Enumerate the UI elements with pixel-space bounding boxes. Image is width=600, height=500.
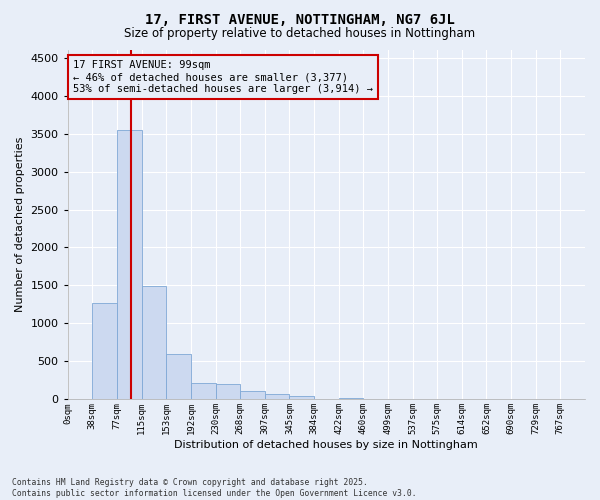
Bar	[117, 130, 142, 400]
X-axis label: Distribution of detached houses by size in Nottingham: Distribution of detached houses by size …	[175, 440, 478, 450]
Bar	[166, 354, 191, 400]
Bar	[215, 384, 240, 400]
Bar	[338, 398, 364, 400]
Bar	[92, 303, 117, 400]
Bar	[265, 394, 289, 400]
Bar	[191, 382, 215, 400]
Y-axis label: Number of detached properties: Number of detached properties	[15, 137, 25, 312]
Bar	[289, 396, 314, 400]
Text: Size of property relative to detached houses in Nottingham: Size of property relative to detached ho…	[124, 28, 476, 40]
Text: Contains HM Land Registry data © Crown copyright and database right 2025.
Contai: Contains HM Land Registry data © Crown c…	[12, 478, 416, 498]
Text: 17, FIRST AVENUE, NOTTINGHAM, NG7 6JL: 17, FIRST AVENUE, NOTTINGHAM, NG7 6JL	[145, 12, 455, 26]
Text: 17 FIRST AVENUE: 99sqm
← 46% of detached houses are smaller (3,377)
53% of semi-: 17 FIRST AVENUE: 99sqm ← 46% of detached…	[73, 60, 373, 94]
Bar	[240, 390, 265, 400]
Bar	[142, 286, 166, 400]
